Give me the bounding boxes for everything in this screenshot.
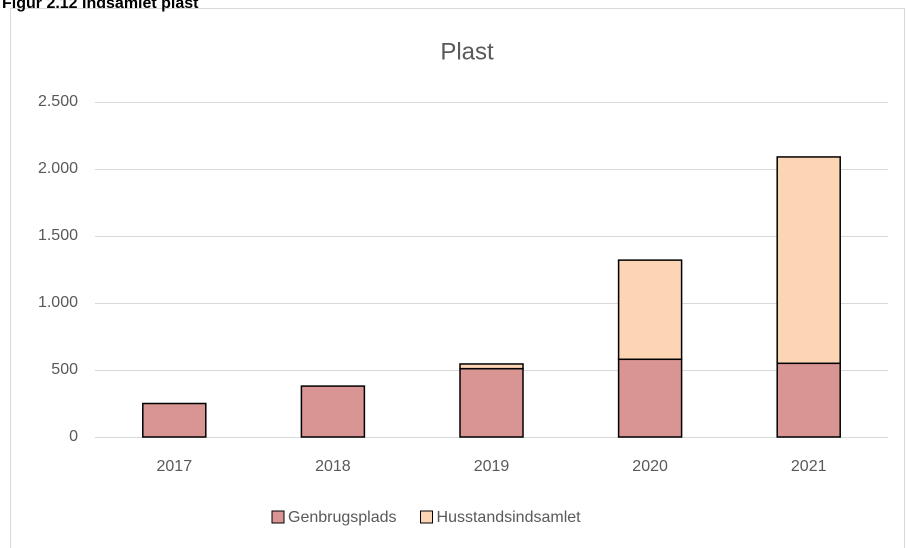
x-tick-label: 2020 (632, 458, 668, 475)
bar-segment (142, 402, 207, 438)
legend-label: Husstandsindsamlet (437, 509, 582, 526)
x-tick-label: 2021 (791, 458, 827, 475)
y-tick-label: 2.000 (38, 160, 78, 177)
y-tick-label: 0 (69, 428, 78, 445)
bar-segment (617, 358, 683, 438)
bar-segment (776, 156, 841, 365)
legend-label: Genbrugsplads (288, 509, 397, 526)
bar-segment (617, 259, 683, 361)
figure-label: Figur 2.12 Indsamlet plast (2, 0, 199, 12)
legend-swatch (420, 510, 434, 524)
x-tick-label: 2019 (474, 458, 510, 475)
bar-segment (300, 385, 366, 438)
y-tick-label: 1.000 (38, 294, 78, 311)
bar-segment (776, 362, 841, 438)
y-tick-label: 500 (51, 361, 78, 378)
y-tick-label: 2.500 (38, 93, 78, 110)
bar-segment (459, 367, 524, 438)
bar-segment (459, 363, 524, 370)
chart-title: Plast (440, 38, 494, 65)
y-tick-label: 1.500 (38, 227, 78, 244)
x-tick-label: 2017 (157, 458, 193, 475)
x-tick-label: 2018 (315, 458, 351, 475)
chart-frame (10, 8, 905, 548)
legend-swatch (271, 510, 285, 524)
